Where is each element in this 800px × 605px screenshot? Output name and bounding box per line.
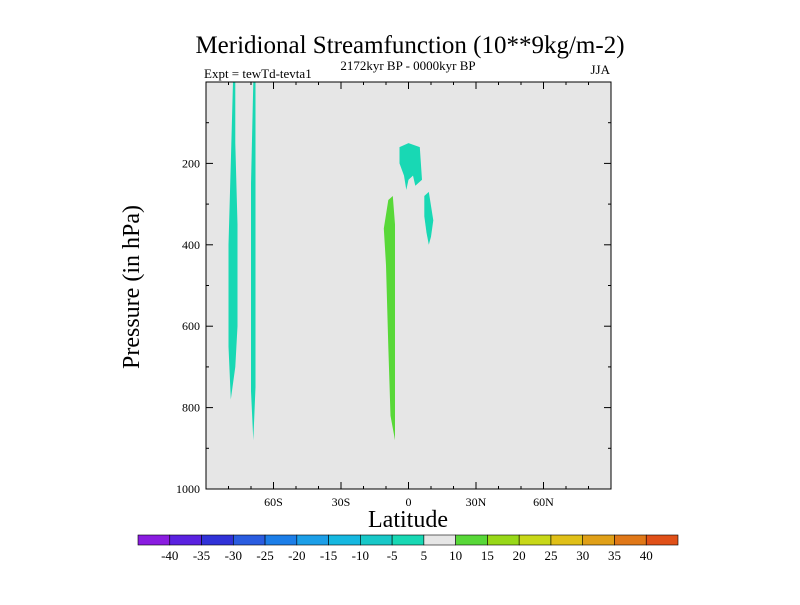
colorbar-label: -25 xyxy=(256,548,273,563)
colorbar-swatch xyxy=(582,534,615,546)
y-tick-label: 400 xyxy=(182,238,200,252)
colorbar-swatch xyxy=(487,534,520,546)
x-axis-ticks: 60S 30S 0 30N 60N xyxy=(228,82,589,509)
contour-regions xyxy=(228,82,434,441)
x-tick-label: 30N xyxy=(466,495,487,509)
colorbar-swatch xyxy=(201,534,234,546)
y-axis-label: Pressure (in hPa) xyxy=(119,205,145,369)
colorbar-label: 35 xyxy=(608,548,621,563)
x-tick-label: 30S xyxy=(332,495,351,509)
colorbar-swatch xyxy=(296,534,329,546)
colorbar-label: -15 xyxy=(320,548,337,563)
colorbar-swatch xyxy=(169,534,202,546)
y-axis-ticks: 200 400 600 800 1000 xyxy=(176,122,611,496)
x-tick-label: 0 xyxy=(406,495,412,509)
colorbar: -40 -35 -30 -25 -20 -15 -10 -5 5 10 15 20 25 30 35 40 xyxy=(137,534,679,563)
colorbar-label: -5 xyxy=(387,548,398,563)
chart-subtitle-right: JJA xyxy=(590,62,610,77)
chart-subtitle-left: Expt = tewTd-tevta1 xyxy=(204,66,312,81)
chart-subtitle-center: 2172kyr BP - 0000kyr BP xyxy=(340,58,475,73)
colorbar-swatch xyxy=(137,534,171,546)
colorbar-swatch xyxy=(360,534,393,546)
colorbar-label: 30 xyxy=(576,548,589,563)
colorbar-label: 10 xyxy=(449,548,462,563)
colorbar-swatch xyxy=(391,534,425,546)
colorbar-label: -40 xyxy=(161,548,178,563)
colorbar-swatch xyxy=(550,534,584,546)
colorbar-swatch xyxy=(518,534,552,546)
colorbar-label: -30 xyxy=(225,548,242,563)
x-tick-label: 60N xyxy=(533,495,554,509)
colorbar-swatch xyxy=(423,534,456,546)
chart-title: Meridional Streamfunction (10**9kg/m-2) xyxy=(195,32,624,59)
colorbar-swatch xyxy=(232,534,266,546)
colorbar-swatch xyxy=(328,534,361,546)
colorbar-label: -35 xyxy=(193,548,210,563)
colorbar-label: -10 xyxy=(352,548,369,563)
colorbar-label: 40 xyxy=(640,548,653,563)
colorbar-label: 20 xyxy=(513,548,526,563)
y-tick-label: 600 xyxy=(182,319,200,333)
contour-region-negative-cell-upper-tropics-2 xyxy=(424,191,434,245)
x-axis-label: Latitude xyxy=(368,507,448,533)
colorbar-label: 15 xyxy=(481,548,494,563)
colorbar-swatch xyxy=(264,534,298,546)
contour-region-negative-cell-south-1 xyxy=(228,82,238,400)
colorbar-label: 5 xyxy=(421,548,428,563)
y-tick-label: 800 xyxy=(182,401,200,415)
contour-region-positive-cell-tropics xyxy=(383,196,395,441)
x-tick-label: 60S xyxy=(264,495,283,509)
contour-region-negative-cell-south-2 xyxy=(251,82,256,441)
y-tick-label: 1000 xyxy=(176,482,200,496)
colorbar-swatch xyxy=(614,534,647,546)
colorbar-swatch xyxy=(455,534,488,546)
colorbar-label: -20 xyxy=(288,548,305,563)
colorbar-swatch xyxy=(645,534,679,546)
colorbar-label: 25 xyxy=(544,548,557,563)
plot-area-background xyxy=(206,82,611,489)
contour-region-negative-cell-upper-tropics xyxy=(399,143,422,190)
y-tick-label: 200 xyxy=(182,156,200,170)
